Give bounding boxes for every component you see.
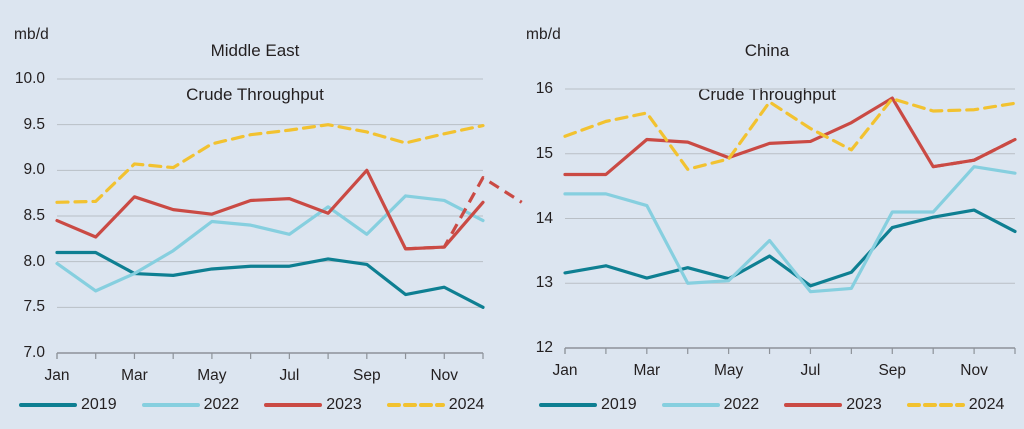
legend-label-2024: 2024 xyxy=(448,396,485,413)
y-axis-tick-label-middle-east: 8.0 xyxy=(23,252,45,270)
series-line-china-2023 xyxy=(563,96,1017,177)
legend-item-middle-east-2019[interactable]: 2019 xyxy=(19,396,117,414)
legend-swatch-2024-icon xyxy=(906,403,965,407)
y-axis-tick-label-middle-east: 10.0 xyxy=(14,70,45,87)
x-axis-tick-label-middle-east: Jan xyxy=(44,367,70,384)
x-axis-tick-label-middle-east: Nov xyxy=(430,367,459,384)
y-axis-tick-label-middle-east: 8.5 xyxy=(23,207,45,224)
series-line-middle-east-2023 xyxy=(55,168,485,251)
x-axis-tick-label-middle-east: May xyxy=(197,367,227,384)
legend-item-middle-east-2024[interactable]: 2024 xyxy=(386,396,485,414)
legend-label-2024: 2024 xyxy=(968,396,1005,413)
legend-swatch-2023-icon xyxy=(784,403,843,407)
legend-label-2023: 2023 xyxy=(326,396,362,413)
y-axis-tick-label-china: 13 xyxy=(535,274,553,292)
series-line-china-2024 xyxy=(563,97,1017,171)
legend-item-china-2022[interactable]: 2022 xyxy=(661,396,760,414)
chart-title-line1-china: China xyxy=(744,41,790,60)
y-axis-unit-label-china: mb/d xyxy=(526,26,561,43)
legend-item-china-2023[interactable]: 2023 xyxy=(784,396,882,414)
x-axis-tick-label-china: Mar xyxy=(633,362,661,379)
y-axis-tick-label-china: 16 xyxy=(535,80,553,97)
x-axis-tick-label-china: Jan xyxy=(552,362,578,379)
legend-swatch-2019-icon xyxy=(539,403,597,407)
chart-title-middle-east: Middle East Crude Throughput xyxy=(110,18,400,128)
legend-middle-east: 2019 2022 2023 2024 xyxy=(19,396,485,414)
y-axis-tick-label-china: 15 xyxy=(535,144,553,162)
legend-item-middle-east-2022[interactable]: 2022 xyxy=(141,396,240,414)
series-forecast-middle-east-2023 xyxy=(405,176,523,251)
legend-swatch-2023-icon xyxy=(264,403,323,407)
y-axis-tick-label-china: 14 xyxy=(535,209,553,227)
legend-label-2022: 2022 xyxy=(203,396,240,413)
x-axis-tick-label-china: May xyxy=(713,362,744,379)
x-axis-tick-label-china: Sep xyxy=(878,362,907,379)
x-axis-tick-label-middle-east: Jul xyxy=(279,367,300,384)
plot-area-middle-east: 7.0 7.5 8.0 8.5 9.0 9.5 10.0 Jan Mar May Jul Sep Nov xyxy=(0,0,523,384)
x-axis-tick-label-china: Nov xyxy=(960,362,988,379)
series-line-middle-east-2024 xyxy=(55,123,485,204)
y-axis-unit-label-middle-east: mb/d xyxy=(14,26,49,43)
legend-label-2019: 2019 xyxy=(601,396,637,413)
legend-label-2019: 2019 xyxy=(81,396,117,413)
legend-swatch-2019-icon xyxy=(19,403,77,407)
plot-area-china: 12 13 14 15 16 Jan Mar May Jul Sep Nov xyxy=(512,0,1024,380)
panel-china: mb/d China Crude Throughput 12 13 14 15 16 Ja… xyxy=(512,0,1024,429)
chart-title-china: China Crude Throughput xyxy=(622,18,912,128)
y-axis-tick-label-china: 12 xyxy=(535,339,553,356)
gridlines-middle-east xyxy=(57,78,483,354)
legend-item-middle-east-2023[interactable]: 2023 xyxy=(264,396,362,414)
chart-svg-china xyxy=(563,88,1017,354)
legend-swatch-2022-icon xyxy=(661,403,720,407)
chart-title-line1-middle-east: Middle East xyxy=(210,41,300,60)
legend-swatch-2022-icon xyxy=(141,403,200,407)
y-axis-tick-label-middle-east: 7.0 xyxy=(23,344,45,361)
legend-label-2023: 2023 xyxy=(846,396,882,413)
legend-item-china-2019[interactable]: 2019 xyxy=(539,396,637,414)
x-axis-ticks-china xyxy=(564,348,1016,354)
series-line-middle-east-2022 xyxy=(55,194,485,293)
legend-swatch-2024-icon xyxy=(386,403,445,407)
x-axis-tick-label-middle-east: Sep xyxy=(353,367,381,384)
y-axis-tick-label-middle-east: 7.5 xyxy=(23,298,45,316)
x-axis-tick-label-china: Jul xyxy=(800,362,821,379)
legend-label-2022: 2022 xyxy=(723,396,760,413)
y-axis-tick-label-middle-east: 9.5 xyxy=(23,115,45,133)
panel-middle-east: mb/d Middle East Crude Throughput 7.0 7.5… xyxy=(0,0,523,414)
series-line-china-2022 xyxy=(563,165,1017,294)
chart-title-line2-middle-east: Crude Throughput xyxy=(186,85,324,104)
series-forecast-china-2023 xyxy=(932,138,1016,169)
legend-item-china-2024[interactable]: 2024 xyxy=(906,396,1005,414)
legend-china: 2019 2022 2023 2024 xyxy=(539,396,1005,414)
series-line-china-2019 xyxy=(563,208,1017,288)
chart-svg-middle-east xyxy=(55,78,523,359)
gridlines-china xyxy=(565,88,1015,349)
x-axis-tick-label-middle-east: Mar xyxy=(121,367,148,384)
y-axis-tick-label-middle-east: 9.0 xyxy=(23,161,45,179)
x-axis-ticks-middle-east xyxy=(56,353,484,359)
chart-title-line2-china: Crude Throughput xyxy=(698,85,836,104)
series-line-middle-east-2019 xyxy=(55,250,485,309)
